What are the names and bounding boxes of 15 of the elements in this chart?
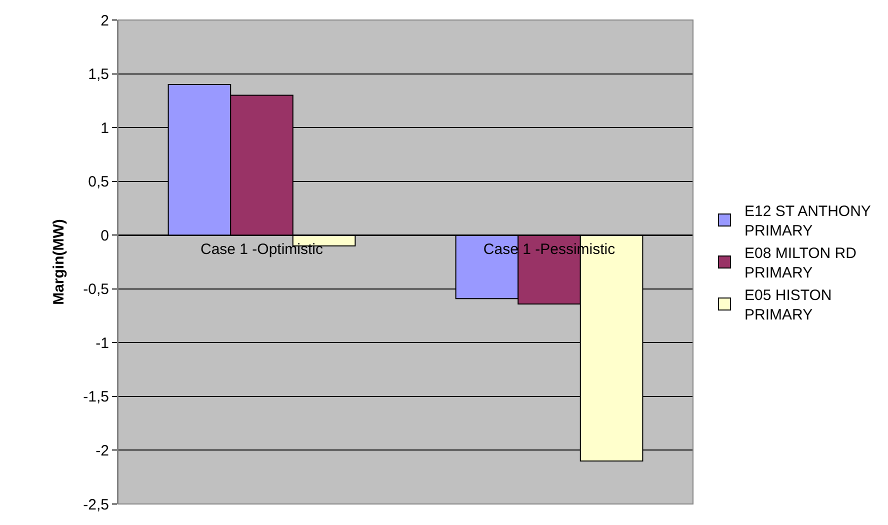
legend-label: E08 MILTON RD PRIMARY: [744, 245, 857, 282]
y-tick-label: 1: [100, 120, 109, 137]
x-tick-label: Case 1 -Optimistic: [200, 241, 324, 258]
y-tick-label: -2,5: [83, 496, 109, 514]
y-tick-label: -1,5: [83, 388, 109, 406]
y-tick-label: 0: [100, 227, 109, 244]
y-tick-label: -0,5: [83, 281, 109, 298]
legend-label: E12 ST ANTHONY PRIMARY: [744, 203, 871, 240]
legend-label: E05 HISTON PRIMARY: [744, 287, 832, 324]
y-tick-label: -1: [96, 334, 109, 352]
y-tick-label: -2: [96, 442, 109, 460]
y-tick-label: 2: [100, 12, 109, 30]
y-tick-label: 1,5: [88, 66, 109, 84]
y-tick-label: 0,5: [88, 174, 109, 191]
y-axis-title: Margin(MW): [50, 219, 68, 305]
